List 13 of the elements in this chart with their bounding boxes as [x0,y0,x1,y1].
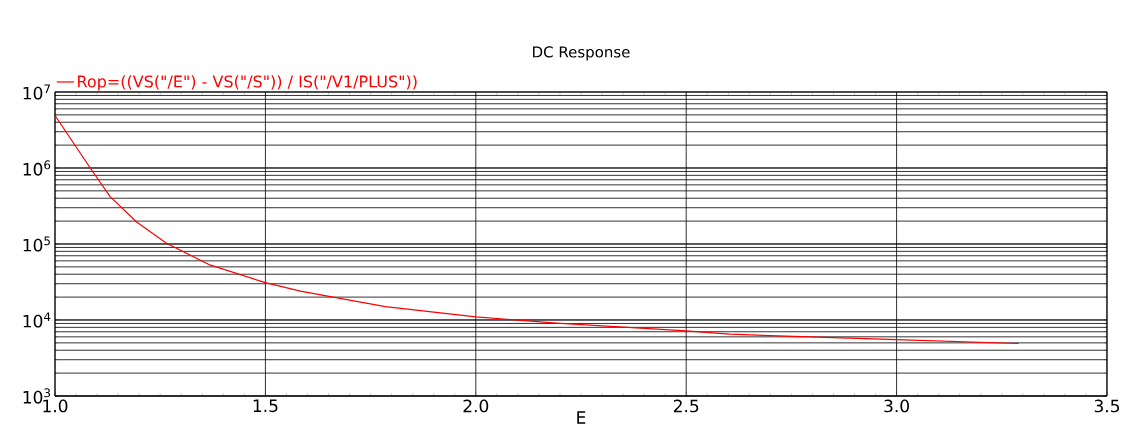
y-tick-label: 10$^{5}$ [23,236,50,252]
y-tick-label: 10$^{6}$ [23,160,51,176]
y-tick-label: 10$^{4}$ [23,312,51,328]
x-tick-label: 2.0 [463,399,489,413]
chart-title: DC Response [533,46,630,61]
text: Rop=((VS("/E") - VS("/S")) / IS("/V1/PLUS")) [78,75,417,91]
x-tick-label: 2.5 [673,399,699,413]
x-tick-label: 3.5 [1094,399,1120,413]
line-series [55,114,1020,345]
x-tick-label: 3.0 [884,399,909,413]
y-tick-label: 10$^{7}$ [23,84,50,100]
x-tick-label: 1.5 [253,399,278,413]
x-axis-title: E [577,411,586,424]
